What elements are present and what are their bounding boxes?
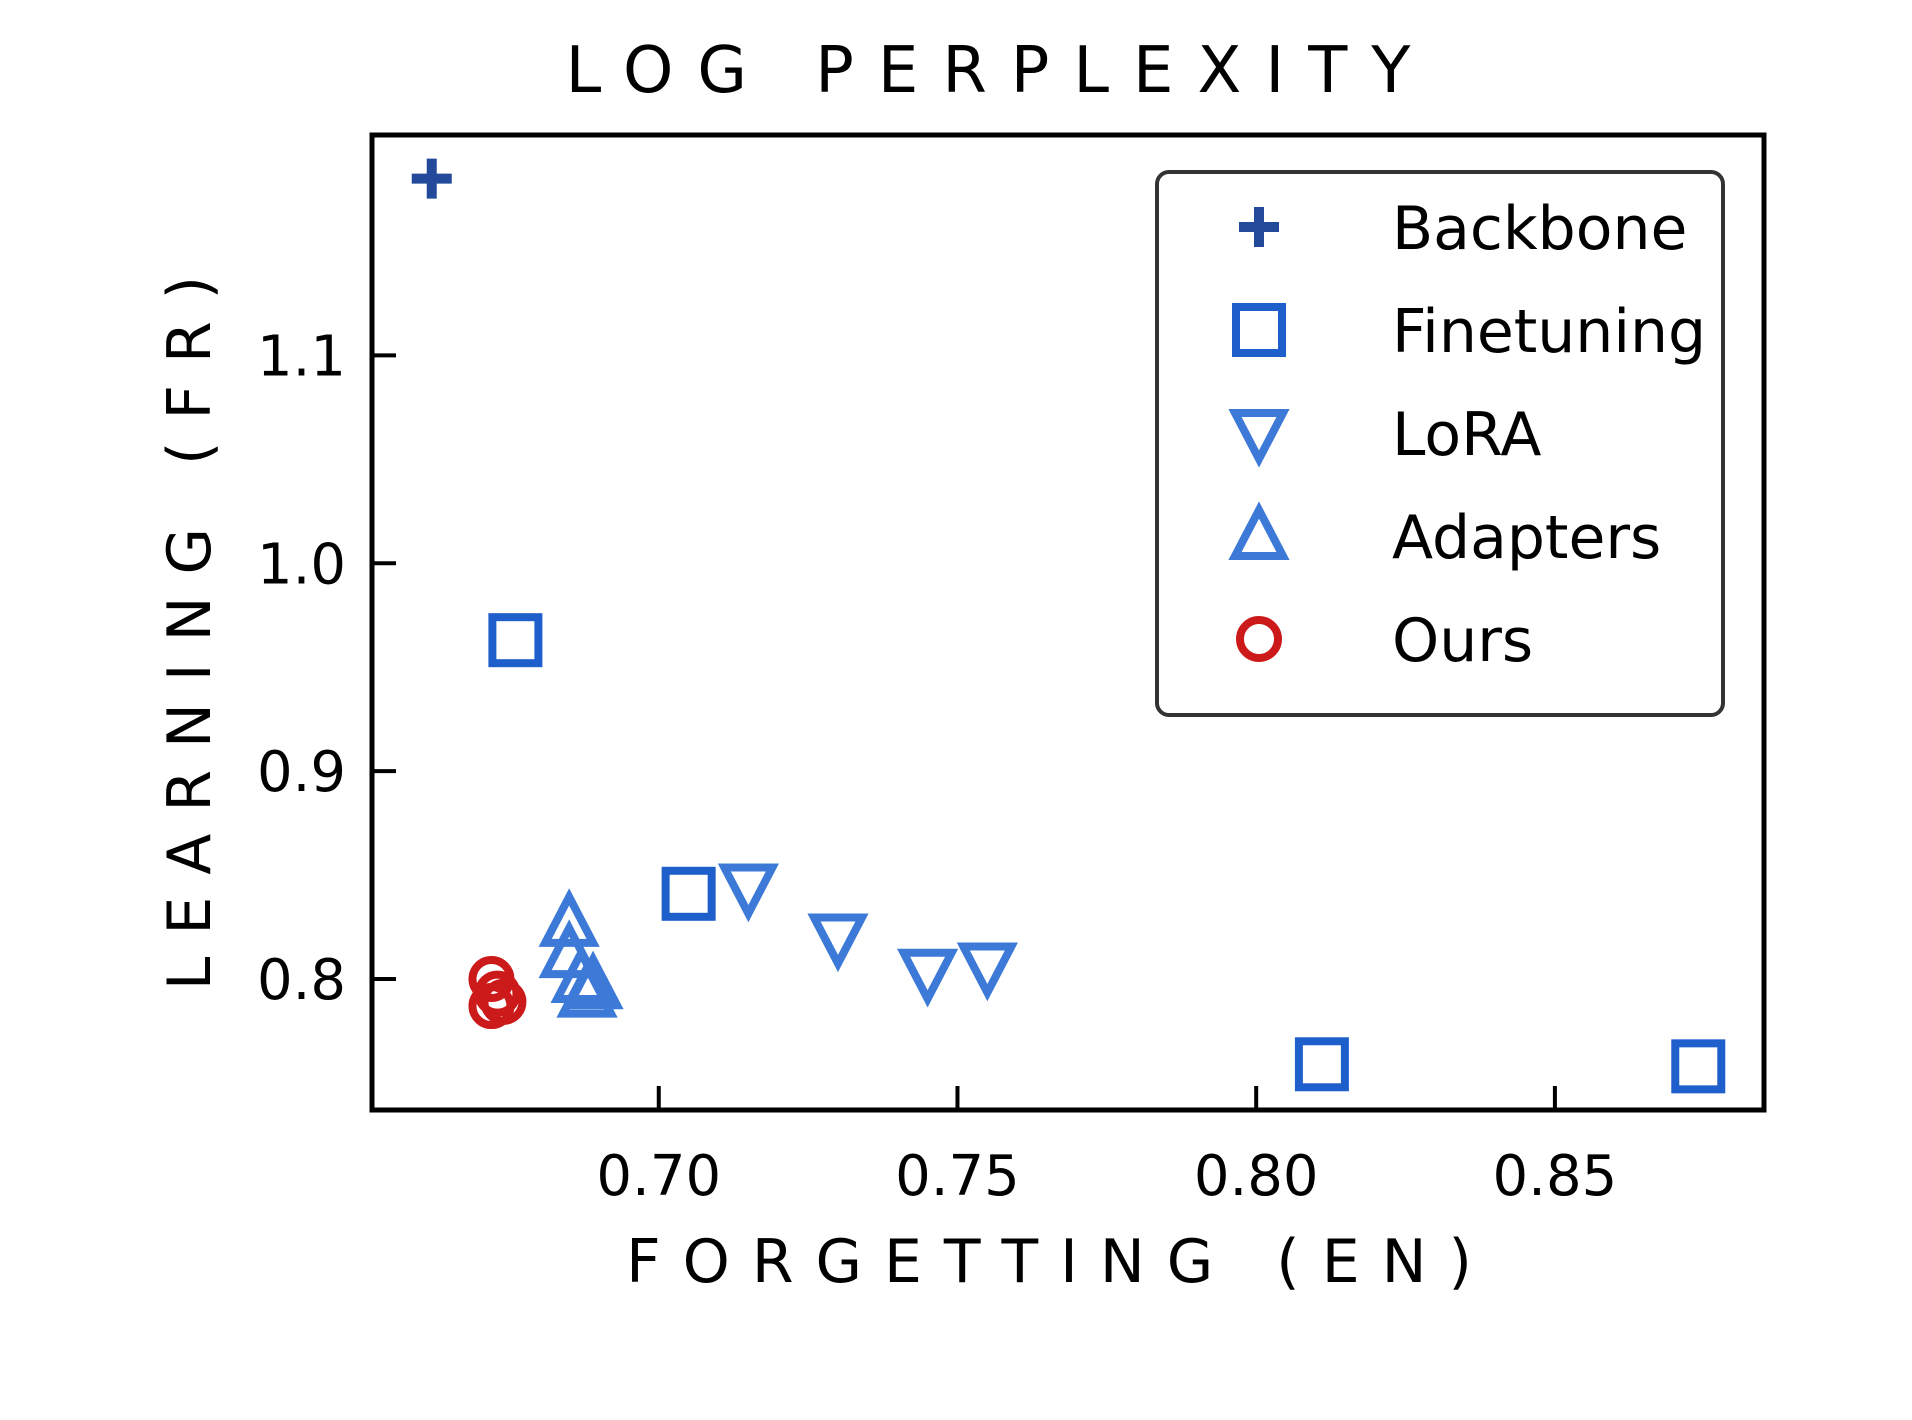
x-tick-label: 0.80 xyxy=(1194,1144,1319,1209)
plot-area xyxy=(411,158,1726,1094)
y-tick-label: 1.0 xyxy=(257,532,346,597)
legend-label-lora: LoRA xyxy=(1392,400,1541,470)
data-point-finetuning xyxy=(661,866,716,921)
legend-marker-ours xyxy=(1236,616,1282,662)
y-axis-label: LEARNING (FR) xyxy=(155,254,225,990)
data-point-finetuning xyxy=(1671,1039,1726,1094)
legend: Backbone Finetuning LoRA Adapters Ours xyxy=(1155,170,1725,717)
legend-marker-adapters xyxy=(1228,501,1290,560)
data-point-adapters xyxy=(556,958,618,1018)
y-tick-label: 0.9 xyxy=(257,740,346,805)
plot-frame xyxy=(369,132,1767,1113)
legend-label-adapters: Adapters xyxy=(1392,503,1661,573)
legend-marker-backbone xyxy=(1239,207,1279,247)
legend-frame xyxy=(1155,170,1725,717)
legend-marker-finetuning xyxy=(1232,303,1286,357)
y-tick-label: 0.8 xyxy=(257,948,346,1013)
x-tick-label: 0.85 xyxy=(1493,1144,1618,1209)
y-tick-label: 1.1 xyxy=(257,324,346,389)
legend-marker-lora xyxy=(1228,409,1290,468)
data-point-adapters xyxy=(538,888,600,947)
x-tick-label: 0.70 xyxy=(596,1144,721,1209)
x-tick-label: 0.75 xyxy=(895,1144,1020,1209)
data-point-finetuning xyxy=(488,613,543,668)
axis-ticks: 0.70 0.75 0.80 0.85 0.8 0.9 1.0 1.1 xyxy=(257,324,1617,1209)
data-point-lora xyxy=(807,913,869,973)
legend-label-backbone: Backbone xyxy=(1392,194,1687,264)
data-point-lora xyxy=(897,948,959,1008)
data-point-finetuning xyxy=(1294,1037,1349,1092)
legend-label-ours: Ours xyxy=(1392,606,1533,676)
data-point-ours xyxy=(480,978,527,1025)
data-point-lora xyxy=(717,863,779,923)
data-point-lora xyxy=(956,942,1018,1002)
chart-title: LOG PERPLEXITY xyxy=(566,34,1435,108)
legend-label-finetuning: Finetuning xyxy=(1392,297,1706,367)
data-point-backbone xyxy=(411,158,452,199)
x-axis-label: FORGETTING (EN) xyxy=(626,1227,1494,1297)
